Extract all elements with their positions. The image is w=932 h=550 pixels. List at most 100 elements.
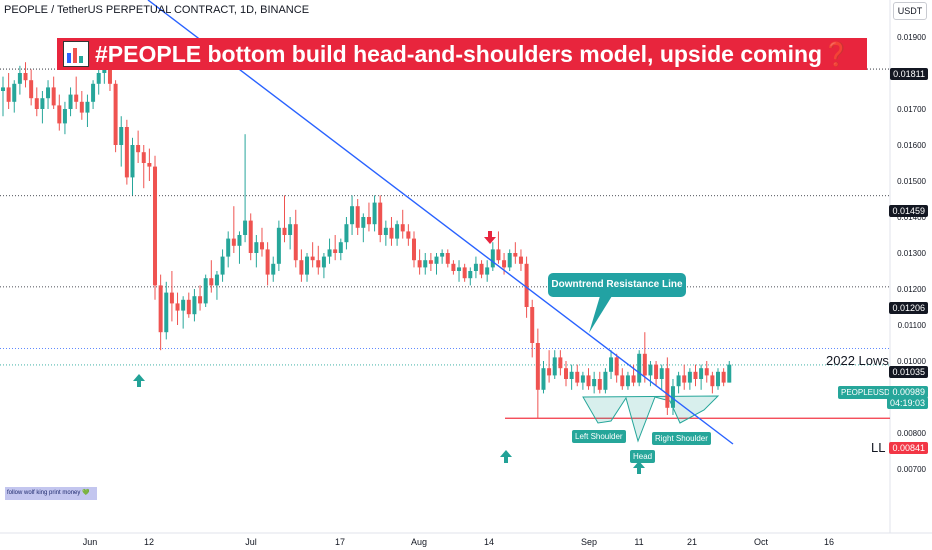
candle-body — [721, 371, 726, 383]
candle-body — [434, 256, 439, 264]
candle-body — [530, 307, 535, 343]
candle-body — [564, 368, 568, 379]
candle-body — [457, 267, 462, 271]
x-tick-label: 12 — [144, 537, 154, 547]
candle-body — [659, 368, 664, 379]
candle-body — [299, 260, 304, 275]
candle-body — [214, 274, 219, 286]
candle-body — [507, 253, 512, 268]
candle-body — [569, 371, 574, 379]
candle-body — [231, 238, 236, 246]
candle-body — [198, 296, 203, 304]
candle-body — [23, 73, 28, 81]
candle-body — [473, 263, 478, 271]
candle-body — [243, 220, 248, 235]
candle-body — [282, 227, 287, 235]
candle-body — [248, 220, 253, 253]
candle-body — [428, 260, 433, 264]
candle-body — [625, 375, 630, 387]
y-tick-label: 0.01700 — [897, 105, 926, 114]
candle-body — [350, 206, 355, 225]
current-price-label: 0.00989 — [889, 386, 928, 398]
down-arrow-august — [484, 231, 496, 244]
candle-body — [141, 152, 146, 163]
up-arrow-head — [633, 461, 645, 474]
candle-body — [637, 353, 642, 383]
candle-body — [670, 386, 675, 408]
candle-body — [158, 285, 163, 333]
candle-body — [12, 83, 17, 102]
y-tick-label: 0.01500 — [897, 177, 926, 186]
lows-2022-label: 2022 Lows — [826, 353, 889, 368]
candle-body — [524, 263, 529, 307]
y-tick-label: 0.01000 — [897, 357, 926, 366]
up-arrow-august — [500, 450, 512, 463]
candle-body — [254, 242, 259, 253]
candle-body — [479, 263, 484, 275]
price-label-1459: 0.01459 — [889, 205, 928, 217]
x-tick-label: 11 — [634, 537, 643, 547]
candle-body — [29, 80, 34, 99]
candle-body — [642, 353, 647, 376]
candle-body — [57, 105, 62, 124]
y-tick-label: 0.01200 — [897, 285, 926, 294]
x-tick-label: 17 — [335, 537, 345, 547]
candle-body — [96, 73, 101, 84]
countdown-label: 04:19:03 — [886, 397, 928, 409]
candle-body — [164, 292, 169, 333]
candle-body — [209, 278, 214, 286]
y-tick-label: 0.01100 — [898, 321, 927, 330]
price-axis — [890, 0, 932, 550]
title-banner: #PEOPLE bottom build head-and-shoulders … — [57, 38, 867, 70]
candle-body — [169, 292, 174, 304]
candle-body — [355, 206, 360, 228]
candle-body — [40, 98, 45, 109]
candle-body — [586, 375, 591, 387]
currency-button[interactable]: USDT — [893, 2, 927, 20]
candle-body — [293, 224, 298, 261]
bar-chart-icon — [63, 41, 89, 68]
price-label-1035: 0.01035 — [889, 366, 928, 378]
x-tick-label: Jun — [83, 537, 98, 547]
candle-body — [288, 224, 293, 235]
candle-body — [648, 364, 653, 376]
candle-body — [502, 260, 507, 268]
candle-body — [518, 256, 523, 264]
x-tick-label: Oct — [754, 537, 769, 547]
candle-body — [276, 227, 281, 264]
price-label-1811: 0.01811 — [890, 68, 928, 80]
candle-body — [74, 94, 79, 102]
candle-body — [226, 238, 231, 257]
candle-body — [558, 357, 563, 369]
candle-body — [682, 375, 687, 383]
head-label: Head — [630, 450, 656, 463]
candle-body — [344, 224, 349, 243]
candle-body — [411, 238, 416, 261]
candle-body — [417, 260, 422, 268]
candle-body — [665, 368, 670, 408]
candle-body — [203, 278, 208, 304]
candle-body — [716, 371, 721, 387]
candle-body — [687, 371, 692, 383]
x-tick-label: 16 — [824, 537, 834, 547]
candle-body — [237, 235, 242, 246]
follow-note: follow wolf king print money 💚 — [5, 487, 97, 500]
up-arrow-june — [133, 374, 145, 387]
candle-body — [395, 224, 400, 239]
candle-body — [113, 83, 118, 145]
y-tick-label: 0.01900 — [897, 33, 926, 42]
x-tick-label: 21 — [687, 537, 697, 547]
candle-body — [192, 296, 197, 315]
candle-body — [699, 368, 704, 379]
candle-body — [654, 364, 659, 379]
candle-body — [62, 109, 67, 124]
candle-body — [338, 242, 343, 253]
candle-body — [440, 253, 445, 257]
candle-body — [580, 375, 585, 383]
candle-body — [710, 375, 715, 387]
candle-body — [153, 166, 158, 286]
candle-body — [389, 227, 394, 239]
candle-body — [366, 217, 371, 225]
candle-body — [462, 267, 467, 279]
